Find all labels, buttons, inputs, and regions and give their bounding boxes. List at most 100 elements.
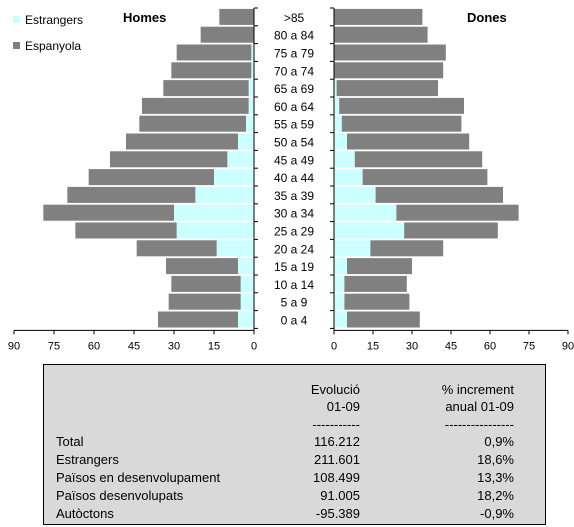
bar-dones-espanyola-45-a-49 [354, 151, 483, 168]
bar-dones-espanyola-over-85 [334, 8, 423, 25]
row-label-paisos-en-desenvolupament: Països en desenvolupament [56, 470, 221, 485]
category-label-0-a-4: 0 a 4 [281, 314, 308, 328]
bar-dones-estrangers-55-a-59 [334, 115, 342, 132]
row-value-total: 116.212 [313, 434, 360, 449]
bar-dones-espanyola-25-a-29 [404, 222, 498, 239]
bar-homes-espanyola-0-a-4 [158, 311, 238, 328]
category-label-60-a-64: 60 a 64 [274, 100, 314, 114]
row-pct-paisos-desenvolupats: 18,2% [477, 488, 514, 503]
right-x-tick-label-30: 30 [406, 340, 418, 352]
category-label-15-a-19: 15 a 19 [274, 260, 314, 274]
category-label-30-a-34: 30 a 34 [274, 207, 314, 221]
col1-header-line2: 01-09 [326, 399, 360, 414]
right-x-tick-label-75: 75 [523, 340, 535, 352]
bar-homes-espanyola-5-a-9 [168, 293, 241, 310]
right-x-tick-label-90: 90 [562, 340, 574, 352]
bar-dones-espanyola-60-a-64 [339, 97, 464, 114]
bar-homes-espanyola-40-a-44 [88, 169, 214, 186]
left-x-tick-label-0: 0 [251, 340, 257, 352]
bar-dones-espanyola-5-a-9 [344, 293, 410, 310]
legend-label-estrangers: Estrangers [25, 13, 83, 27]
bar-homes-estrangers-65-a-69 [248, 80, 254, 97]
bar-dones-espanyola-15-a-19 [347, 258, 412, 275]
bar-homes-estrangers-0-a-4 [238, 311, 254, 328]
bar-dones-estrangers-5-a-9 [334, 293, 345, 310]
col2-rule: ---------------- [444, 417, 514, 432]
row-value-estrangers: 211.601 [313, 452, 360, 467]
category-label-10-a-14: 10 a 14 [274, 278, 314, 292]
bar-homes-estrangers-15-a-19 [238, 258, 254, 275]
right-x-tick-label-45: 45 [445, 340, 457, 352]
bar-dones-espanyola-40-a-44 [362, 169, 488, 186]
bar-dones-estrangers-50-a-54 [334, 133, 347, 150]
bar-dones-estrangers-60-a-64 [334, 97, 340, 114]
right-x-tick-label-60: 60 [484, 340, 496, 352]
bar-homes-estrangers-50-a-54 [238, 133, 254, 150]
legend-swatch-espanyola [13, 42, 20, 49]
bar-dones-espanyola-75-a-79 [334, 44, 446, 61]
bar-homes-espanyola-10-a-14 [171, 275, 241, 292]
left-x-tick-label-75: 75 [48, 340, 60, 352]
bar-dones-estrangers-20-a-24 [334, 240, 371, 257]
bar-homes-espanyola-50-a-54 [126, 133, 238, 150]
left-x-tick-label-30: 30 [168, 340, 180, 352]
bar-dones-espanyola-35-a-39 [375, 186, 503, 203]
bar-homes-espanyola-25-a-29 [75, 222, 177, 239]
category-label-40-a-44: 40 a 44 [274, 171, 314, 185]
col1-rule: ----------- [312, 417, 360, 432]
right-title: Dones [467, 10, 507, 25]
bar-homes-espanyola-70-a-74 [171, 62, 252, 79]
legend-swatch-estrangers [13, 16, 20, 23]
bar-homes-espanyola-60-a-64 [142, 97, 249, 114]
bar-homes-espanyola-35-a-39 [67, 186, 196, 203]
category-label-5-a-9: 5 a 9 [281, 296, 308, 310]
row-pct-autoctons: -0,9% [480, 506, 514, 521]
row-pct-total: 0,9% [484, 434, 514, 449]
bar-homes-estrangers-45-a-49 [227, 151, 254, 168]
axes-layer: >85 80 a 84 75 a 79 70 a 74 65 a 69 60 a 64 55… [8, 7, 574, 352]
bar-dones-espanyola-10-a-14 [344, 275, 407, 292]
bar-dones-estrangers-15-a-19 [334, 258, 347, 275]
category-label-55-a-59: 55 a 59 [274, 118, 314, 132]
bar-homes-estrangers-75-a-79 [251, 44, 254, 61]
left-x-tick-label-15: 15 [208, 340, 220, 352]
bar-dones-estrangers-40-a-44 [334, 169, 363, 186]
left-x-tick-label-45: 45 [128, 340, 140, 352]
bar-dones-espanyola-70-a-74 [334, 62, 444, 79]
population-pyramid-chart: >85 80 a 84 75 a 79 70 a 74 65 a 69 60 a 64 55… [8, 7, 574, 352]
col2-header-line1: % increment [441, 382, 514, 397]
category-label-35-a-39: 35 a 39 [274, 189, 314, 203]
legend: Estrangers Espanyola [13, 13, 83, 53]
category-label-80-a-84: 80 a 84 [274, 29, 314, 43]
bar-dones-estrangers-30-a-34 [334, 204, 397, 221]
bar-dones-espanyola-65-a-69 [336, 80, 438, 97]
row-label-total: Total [56, 434, 84, 449]
left-x-tick-label-90: 90 [8, 340, 20, 352]
bar-dones-espanyola-0-a-4 [347, 311, 420, 328]
category-label-75-a-79: 75 a 79 [274, 47, 314, 61]
row-value-paisos-desenvolupats: 91.005 [320, 488, 360, 503]
bar-dones-estrangers-65-a-69 [334, 80, 337, 97]
bar-homes-espanyola-15-a-19 [166, 258, 238, 275]
category-label-20-a-24: 20 a 24 [274, 242, 314, 256]
col2-header-line2: anual 01-09 [445, 399, 514, 414]
row-pct-estrangers: 18,6% [477, 452, 514, 467]
bar-homes-espanyola-30-a-34 [43, 204, 175, 221]
category-label-over-85: >85 [284, 11, 305, 25]
row-label-paisos-desenvolupats: Països desenvolupats [56, 488, 184, 503]
bar-homes-estrangers-60-a-64 [248, 97, 254, 114]
summary-table: Evolució 01-09 % increment anual 01-09 -… [43, 364, 546, 525]
bar-homes-espanyola-45-a-49 [110, 151, 228, 168]
bar-dones-espanyola-50-a-54 [347, 133, 470, 150]
bar-homes-estrangers-20-a-24 [216, 240, 254, 257]
bar-homes-espanyola-80-a-84 [200, 26, 254, 43]
bar-dones-estrangers-0-a-4 [334, 311, 347, 328]
bar-homes-estrangers-10-a-14 [240, 275, 254, 292]
bar-homes-espanyola-55-a-59 [139, 115, 246, 132]
bar-homes-estrangers-25-a-29 [176, 222, 254, 239]
right-x-tick-label-0: 0 [331, 340, 337, 352]
row-pct-paisos-en-desenvolupament: 13,3% [477, 470, 514, 485]
left-title: Homes [123, 10, 166, 25]
category-label-50-a-54: 50 a 54 [274, 136, 314, 150]
bar-dones-espanyola-55-a-59 [341, 115, 462, 132]
